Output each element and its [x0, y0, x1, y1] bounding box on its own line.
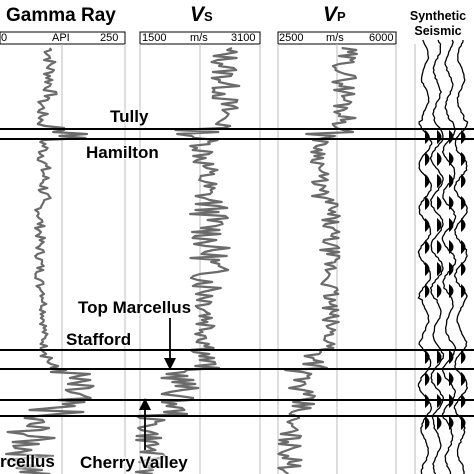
vs-subscript: S	[204, 9, 213, 24]
seismic-trace	[417, 39, 433, 474]
vp-subscript: P	[337, 9, 346, 24]
seismic-trace-fill	[461, 196, 466, 210]
seismic-trace-fill	[449, 416, 454, 430]
seismic-trace-fill	[425, 350, 430, 364]
synthetic-title-line1: Synthetic	[409, 9, 467, 23]
synthetic-title-line2: Seismic	[414, 23, 462, 38]
seismic-trace-fill	[425, 372, 430, 386]
synthetic-seismic-traces	[417, 39, 469, 474]
seismic-trace	[429, 39, 445, 474]
seismic-trace-fill	[461, 284, 466, 298]
seismic-trace-fill	[461, 218, 466, 232]
seismic-trace-fill	[449, 174, 454, 188]
formation-label-hamilton: Hamilton	[86, 143, 159, 162]
vs-scale-max: 3100	[231, 32, 256, 44]
seismic-trace-fill	[461, 130, 466, 144]
seismic-trace-fill	[437, 218, 442, 232]
horizon-lines	[0, 128, 474, 417]
seismic-trace-fill	[437, 174, 442, 188]
seismic-trace-fill	[437, 262, 442, 276]
seismic-trace-fill	[449, 196, 454, 210]
seismic-trace-fill	[449, 350, 454, 364]
gamma-ray-curve	[5, 47, 95, 474]
seismic-trace-fill	[437, 416, 442, 430]
seismic-trace-fill	[425, 174, 430, 188]
seismic-trace-fill	[461, 372, 466, 386]
formation-label-top-marcellus: Top Marcellus	[78, 298, 192, 317]
vp-curve	[277, 46, 358, 474]
seismic-trace-fill	[437, 130, 442, 144]
seismic-trace-fill	[461, 174, 466, 188]
vs-curve	[134, 46, 241, 474]
seismic-trace-fill	[449, 152, 454, 166]
formation-label-stafford: Stafford	[66, 330, 132, 349]
seismic-trace-fill	[461, 262, 466, 276]
seismic-trace-fill	[449, 240, 454, 254]
vs-title: VS	[190, 4, 213, 25]
cherry-valley-arrow-head	[139, 398, 151, 410]
seismic-trace-fill	[461, 152, 466, 166]
seismic-trace-fill	[437, 372, 442, 386]
vs-scale-unit: m/s	[190, 32, 208, 44]
log-curves	[5, 46, 358, 474]
vp-scale-unit: m/s	[326, 32, 344, 44]
gamma-ray-scale-unit: API	[52, 32, 70, 44]
gamma-ray-scale-min: 0	[1, 32, 8, 44]
gamma-ray-scale-max: 250	[100, 32, 119, 44]
seismic-trace-fill	[461, 240, 466, 254]
seismic-trace-fill	[425, 130, 430, 144]
seismic-trace-fill	[449, 372, 454, 386]
seismic-trace-fill	[425, 196, 430, 210]
seismic-trace-fill	[425, 284, 430, 298]
seismic-trace-fill	[437, 284, 442, 298]
seismic-trace-fill	[449, 262, 454, 276]
vp-scale-min: 2500	[279, 32, 304, 44]
seismic-trace-fill	[449, 284, 454, 298]
vp-symbol: V	[323, 3, 338, 26]
vp-title: VP	[323, 4, 346, 25]
formation-label-tully: Tully	[110, 107, 149, 126]
seismic-trace-fill	[425, 152, 430, 166]
vp-scale-max: 6000	[369, 32, 394, 44]
seismic-trace-fill	[425, 218, 430, 232]
gamma-ray-title: Gamma Ray	[6, 5, 116, 26]
seismic-trace-fill	[449, 130, 454, 144]
seismic-trace-fill	[425, 416, 430, 430]
seismic-trace-fill	[425, 240, 430, 254]
seismic-trace-fill	[461, 350, 466, 364]
vs-symbol: V	[190, 3, 205, 26]
seismic-trace	[441, 39, 457, 474]
top-marcellus-arrow-head	[164, 358, 176, 370]
seismic-trace-fill	[437, 240, 442, 254]
seismic-trace-fill	[449, 218, 454, 232]
arrows	[139, 318, 176, 450]
synthetic-seismic-title: Synthetic Seismic	[406, 10, 470, 37]
seismic-trace	[453, 39, 469, 474]
vs-scale-min: 1500	[142, 32, 167, 44]
seismic-trace-fill	[425, 262, 430, 276]
seismic-trace-fill	[437, 350, 442, 364]
seismic-trace-fill	[461, 416, 466, 430]
seismic-trace-fill	[437, 152, 442, 166]
formation-label-marcellus: rcellus	[0, 452, 55, 471]
seismic-trace-fill	[437, 196, 442, 210]
formation-label-cherry-valley: Cherry Valley	[80, 453, 188, 472]
